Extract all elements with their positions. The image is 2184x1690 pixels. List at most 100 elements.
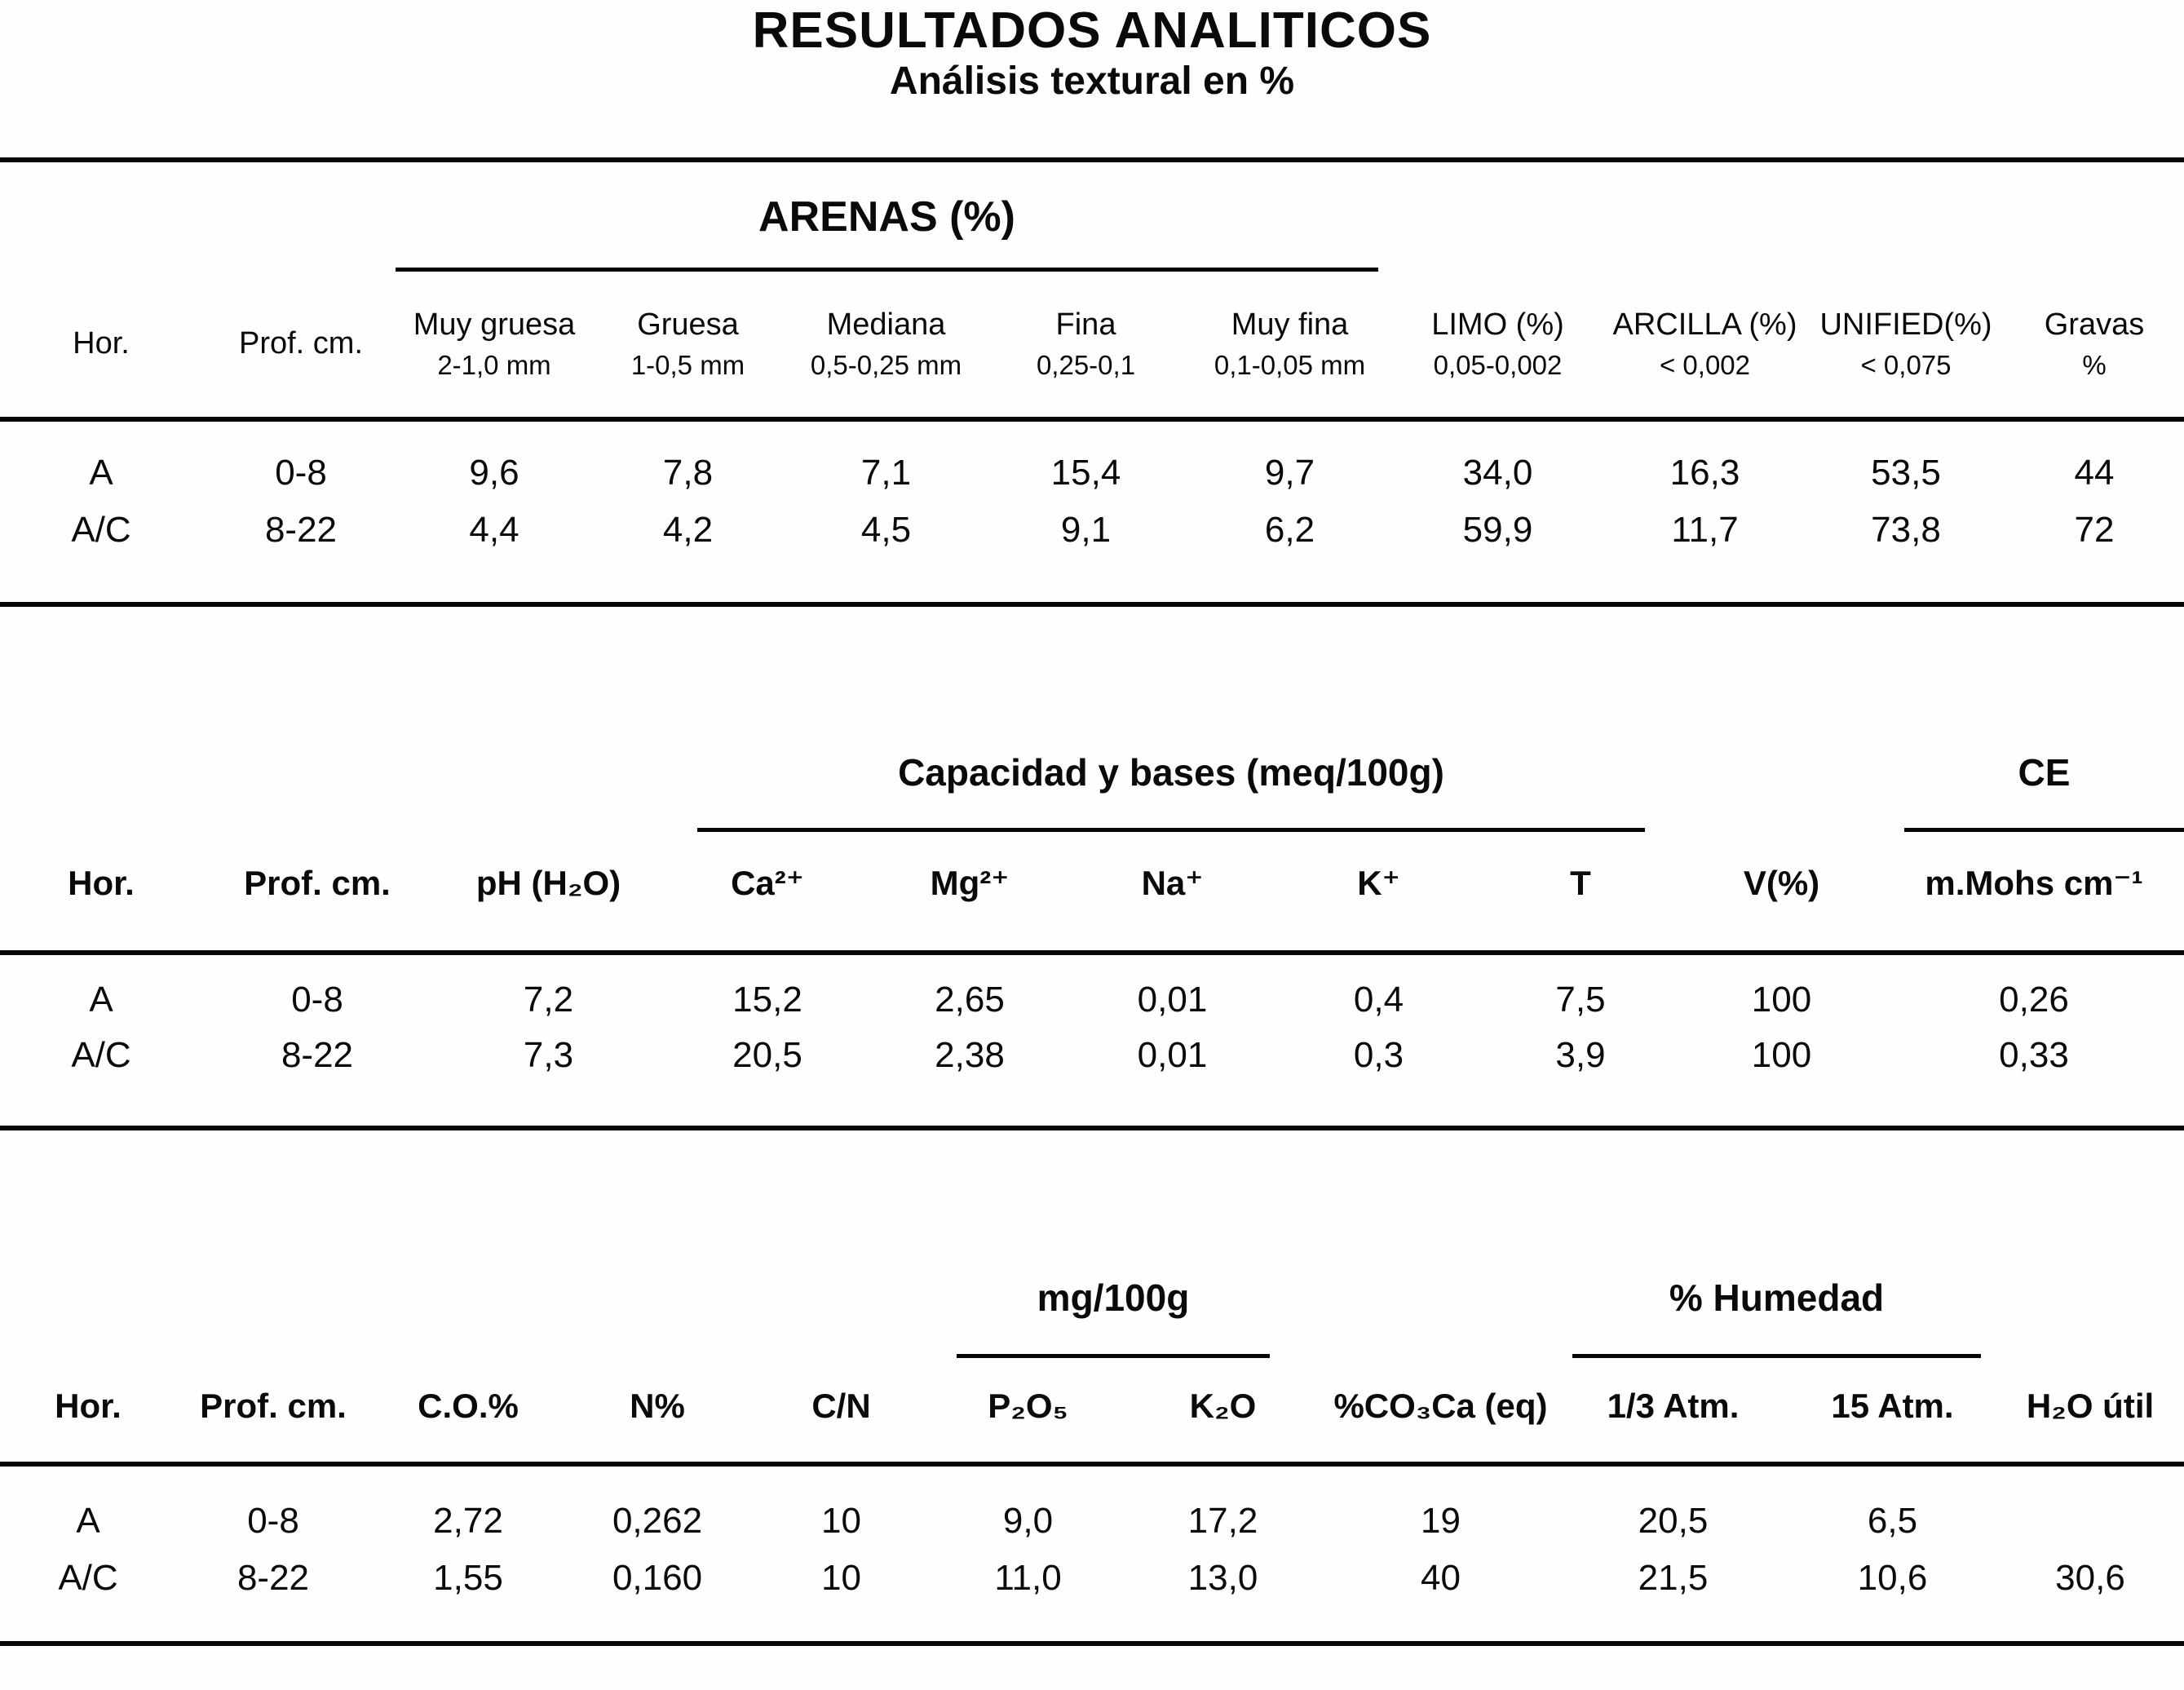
mg100g-underline	[957, 1354, 1270, 1358]
table3-header-p2o5: P₂O₅	[988, 1387, 1068, 1425]
table3-cell: 10,6	[1857, 1558, 1928, 1598]
table1-cell: 4,5	[860, 510, 912, 550]
table3-header-rule	[0, 1462, 2184, 1467]
table1-header-mediana: Mediana 0,5-0,25 mm	[810, 307, 962, 380]
table2-cell: 20,5	[732, 1035, 802, 1075]
table1-cell: 9,1	[1060, 510, 1112, 550]
table2-header-v: V(%)	[1743, 864, 1820, 902]
table2-cell: 0-8	[291, 980, 343, 1020]
ce-underline	[1904, 828, 2184, 832]
table3-header-15atm: 15 Atm.	[1831, 1387, 1954, 1425]
table3-header-co3ca: %CO₃Ca (eq)	[1333, 1387, 1548, 1425]
table2-cell: A/C	[71, 1035, 131, 1075]
table1-cell: 34,0	[1462, 453, 1533, 493]
table2-header-k: K⁺	[1357, 864, 1400, 902]
table3-cell: 13,0	[1187, 1558, 1258, 1598]
table3-cell: 40	[1421, 1558, 1461, 1598]
table1-header-rule	[0, 417, 2184, 422]
mg100g-group-header: mg/100g	[1037, 1276, 1190, 1319]
table2-header-hor: Hor.	[68, 864, 135, 902]
table1-header-prof: Prof. cm.	[238, 326, 364, 361]
table3-bottom-rule	[0, 1641, 2184, 1646]
table1-cell: 15,4	[1050, 453, 1121, 493]
table3-header-prof: Prof. cm.	[200, 1387, 347, 1425]
table2-cell: 100	[1751, 1035, 1812, 1075]
table2-header-prof: Prof. cm.	[244, 864, 391, 902]
table2-cell: 0,3	[1353, 1035, 1404, 1075]
table3-cell: 0,262	[612, 1501, 703, 1541]
table3-cell: 2,72	[433, 1501, 503, 1541]
table2-cell: A	[89, 980, 113, 1020]
table2-cell: 3,9	[1555, 1035, 1606, 1075]
table2-body: A 0-8 7,2 15,2 2,65 0,01 0,4 7,5 100 0,2…	[0, 972, 2184, 1083]
table1-header-hor: Hor.	[73, 326, 130, 361]
table3-cell: 10	[821, 1558, 861, 1598]
table1-cell: 59,9	[1462, 510, 1533, 550]
table3-cell: A/C	[58, 1558, 118, 1598]
table2-cell: 0,01	[1137, 1035, 1208, 1075]
table2-cell: 8-22	[281, 1035, 354, 1075]
title-rule	[0, 157, 2184, 162]
capacidad-underline	[697, 828, 1645, 832]
table1-body: A 0-8 9,6 7,8 7,1 15,4 9,7 34,0 16,3 53,…	[0, 445, 2184, 559]
page-subtitle: Análisis textural en %	[889, 60, 1295, 103]
table3-cell: 20,5	[1638, 1501, 1709, 1541]
capacidad-group-header: Capacidad y bases (meq/100g)	[898, 751, 1444, 794]
table2-header-t: T	[1570, 864, 1591, 902]
table3-header-k2o: K₂O	[1189, 1387, 1257, 1425]
table1-header-fina: Fina 0,25-0,1	[1036, 307, 1136, 380]
table3-header-hor: Hor.	[55, 1387, 122, 1425]
table2-bottom-rule	[0, 1126, 2184, 1130]
table2-header-row: Hor. Prof. cm. pH (H₂O) Ca²⁺ Mg²⁺ Na⁺ K⁺…	[0, 855, 2184, 912]
table1-header-gruesa: Gruesa 1-0,5 mm	[630, 307, 745, 380]
table3-cell	[1996, 1493, 2184, 1550]
table1-cell: 11,7	[1671, 510, 1739, 550]
table3-cell: 8-22	[237, 1558, 310, 1598]
table1-cell: 7,1	[860, 453, 912, 493]
table1-header-row: Hor. Prof. cm. Muy gruesa 2-1,0 mm Gruesa…	[0, 295, 2184, 392]
table3-header-cn: C/N	[811, 1387, 871, 1425]
table2-header-rule	[0, 950, 2184, 955]
table2-cell: 7,2	[523, 980, 574, 1020]
table1-cell: 53,5	[1871, 453, 1941, 493]
ce-group-header: CE	[2018, 751, 2071, 794]
table2-cell: 0,01	[1137, 980, 1208, 1020]
table3-header-co: C.O.%	[418, 1387, 519, 1425]
table3-cell: 10	[821, 1501, 861, 1541]
table1-cell: 4,4	[469, 510, 519, 550]
table3-header-row: Hor. Prof. cm. C.O.% N% C/N P₂O₅ K₂O %CO…	[0, 1380, 2184, 1432]
table1-cell: 6,2	[1264, 510, 1315, 550]
table3-cell: 6,5	[1867, 1501, 1918, 1541]
table2-header-ca: Ca²⁺	[731, 864, 804, 902]
table2-cell: 0,33	[1999, 1035, 2069, 1075]
table1-cell: 16,3	[1669, 453, 1740, 493]
table1-header-muy-gruesa: Muy gruesa 2-1,0 mm	[413, 307, 576, 380]
arenas-group-header: ARENAS (%)	[758, 193, 1015, 241]
table2-cell: 100	[1751, 980, 1812, 1020]
table1-header-limo: LIMO (%) 0,05-0,002	[1431, 307, 1564, 380]
table3-cell: 21,5	[1638, 1558, 1709, 1598]
table1-cell: 8-22	[264, 510, 338, 550]
table1-header-arcilla: ARCILLA (%) < 0,002	[1612, 307, 1797, 380]
table3-cell: 19	[1421, 1501, 1461, 1541]
table1-cell: 72	[2074, 510, 2115, 550]
table3-cell: 0,160	[612, 1558, 703, 1598]
table1-cell: A	[89, 453, 113, 493]
table2-cell: 7,3	[523, 1035, 574, 1075]
table2-header-ph: pH (H₂O)	[475, 864, 621, 902]
table2-header-mg: Mg²⁺	[930, 864, 1010, 902]
humedad-underline	[1572, 1354, 1981, 1358]
table3-cell: 11,0	[994, 1558, 1062, 1598]
table3-header-n: N%	[630, 1387, 685, 1425]
table2-cell: 2,65	[935, 980, 1005, 1020]
table3-cell: 1,55	[433, 1558, 503, 1598]
table1-cell: A/C	[71, 510, 131, 550]
table1-header-unified: UNIFIED(%) < 0,075	[1819, 307, 1992, 380]
table1-cell: 44	[2074, 453, 2115, 493]
table3-cell: 0-8	[247, 1501, 299, 1541]
table3-cell: 9,0	[1002, 1501, 1054, 1541]
table1-cell: 7,8	[662, 453, 714, 493]
table2-cell: 0,4	[1353, 980, 1404, 1020]
table3-cell: A	[76, 1501, 100, 1541]
